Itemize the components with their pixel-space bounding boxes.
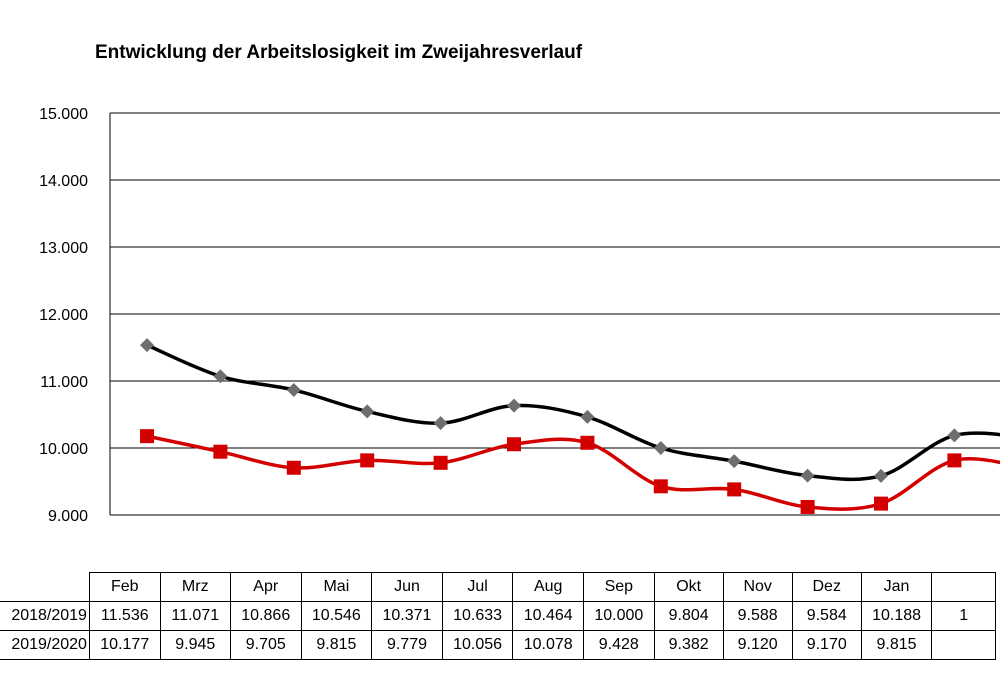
category-label: Jan: [860, 572, 933, 602]
data-point-0-4: [433, 416, 448, 431]
data-label: 10.464: [512, 601, 584, 631]
table-header-row: Feb Mrz Apr Mai Jun Jul Aug Sep Okt Nov Dez Jan: [0, 572, 996, 602]
data-point-1-10: [874, 496, 888, 511]
data-label: 9.588: [722, 601, 793, 631]
data-label: 9.120: [722, 630, 793, 660]
data-label: 9.815: [300, 630, 373, 660]
series-name-label: 2018/2019: [0, 601, 90, 631]
category-label: Nov: [722, 572, 793, 602]
data-point-1-3: [360, 453, 375, 468]
data-label: 9.170: [791, 630, 862, 660]
data-label: 9.804: [653, 601, 724, 631]
data-point-0-3: [360, 404, 375, 419]
y-tick-label: 12.000: [39, 307, 88, 324]
data-label: 10.371: [371, 601, 443, 631]
series-markers: [140, 338, 962, 514]
table-row: 2018/2019 11.536 11.071 10.866 10.546 10.371 1…: [0, 601, 996, 631]
data-point-1-1: [213, 444, 228, 459]
category-label: Mrz: [159, 572, 231, 602]
category-label: [931, 572, 996, 602]
data-label: 11.071: [159, 601, 231, 631]
data-point-0-2: [286, 382, 301, 397]
table-corner: [0, 572, 90, 602]
line-chart: 15.000 14.000 13.000 12.000 11.000 10.000 9.00…: [39, 106, 1000, 525]
series-line-1: [146, 434, 1000, 511]
data-label: 10.000: [583, 601, 655, 631]
data-label: 10.866: [229, 601, 302, 631]
data-point-0-11: [947, 428, 962, 443]
data-table: Feb Mrz Apr Mai Jun Jul Aug Sep Okt Nov Dez Jan 2018…: [0, 572, 996, 660]
category-label: Jul: [441, 572, 514, 602]
category-label: Mai: [300, 572, 373, 602]
category-label: Aug: [512, 572, 584, 602]
data-point-1-8: [727, 482, 742, 497]
series-line-0: [146, 343, 1000, 482]
data-point-0-5: [507, 398, 521, 413]
chart-title: Entwicklung der Arbeitslosigkeit im Zwei…: [95, 42, 583, 63]
category-label: Sep: [583, 572, 655, 602]
category-label: Jun: [371, 572, 443, 602]
series-lines: [146, 343, 1000, 511]
data-point-0-6: [580, 409, 595, 424]
series-name-label: 2019/2020: [0, 630, 90, 660]
data-point-0-8: [727, 454, 742, 469]
data-point-1-5: [507, 437, 521, 452]
data-label: 10.078: [512, 630, 584, 660]
data-label: 10.056: [441, 630, 514, 660]
y-tick-label: 10.000: [39, 441, 88, 458]
data-label: [931, 630, 996, 660]
y-tick-label: 13.000: [39, 240, 88, 257]
data-point-1-0: [140, 429, 154, 444]
data-label: 10.546: [300, 601, 373, 631]
data-point-0-1: [213, 369, 228, 384]
data-label: 10.188: [860, 601, 933, 631]
data-label: 9.705: [229, 630, 302, 660]
y-axis-ticks: 15.000 14.000 13.000 12.000 11.000 10.000 9.00…: [39, 106, 88, 525]
data-label: 9.584: [791, 601, 862, 631]
data-label: 9.815: [860, 630, 933, 660]
data-label: 10.177: [88, 630, 161, 660]
category-label: Dez: [791, 572, 862, 602]
y-tick-label: 9.000: [48, 508, 88, 525]
data-point-1-11: [947, 453, 962, 468]
data-label: 9.779: [371, 630, 443, 660]
data-point-0-0: [140, 338, 154, 353]
y-tick-label: 11.000: [40, 374, 88, 391]
y-tick-label: 14.000: [39, 173, 88, 190]
y-tick-label: 15.000: [39, 106, 88, 123]
data-point-1-4: [433, 455, 448, 470]
data-point-1-2: [286, 460, 301, 475]
data-label: 9.382: [653, 630, 724, 660]
data-point-0-7: [653, 441, 668, 455]
data-label: 9.428: [583, 630, 655, 660]
data-point-1-6: [580, 435, 595, 450]
category-label: Feb: [88, 572, 161, 602]
data-point-1-7: [653, 479, 668, 494]
table-row: 2019/2020 10.177 9.945 9.705 9.815 9.779 10.05…: [0, 630, 996, 660]
gridlines: [109, 112, 1000, 516]
category-label: Apr: [229, 572, 302, 602]
data-point-0-9: [800, 468, 815, 483]
data-label: 9.945: [159, 630, 231, 660]
data-label: 11.536: [88, 601, 161, 631]
data-label: 10.633: [441, 601, 514, 631]
data-point-0-10: [874, 468, 888, 483]
category-label: Okt: [653, 572, 724, 602]
data-point-1-9: [800, 499, 815, 514]
data-label: 1: [931, 601, 996, 631]
